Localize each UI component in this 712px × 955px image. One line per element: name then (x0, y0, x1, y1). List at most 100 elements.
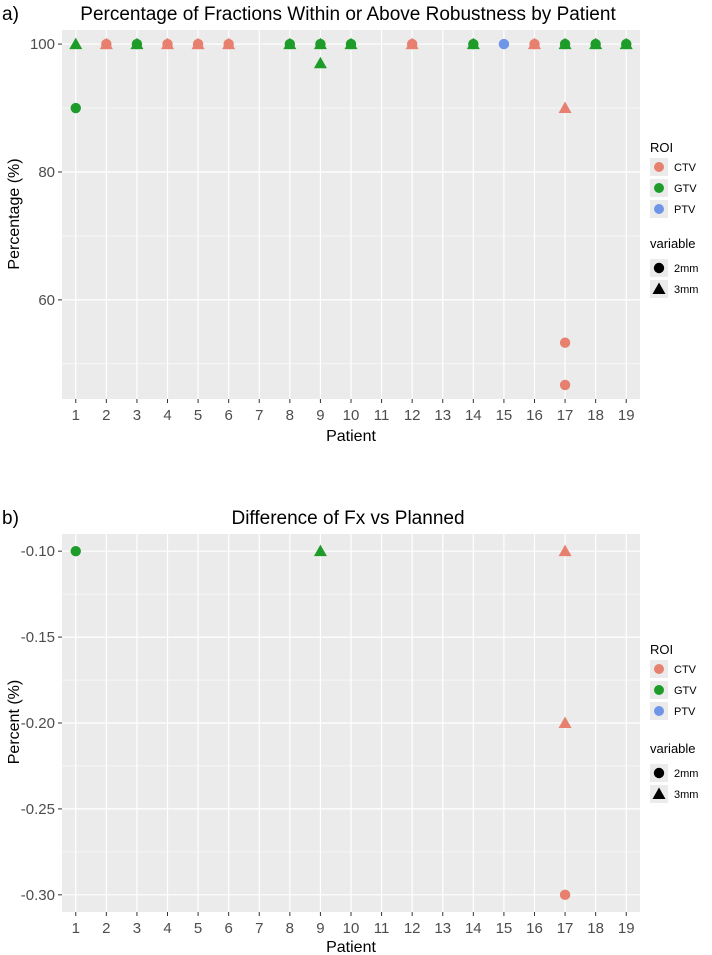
x-tick-label: 12 (404, 407, 421, 424)
legend-roi-label: CTV (674, 162, 697, 174)
data-point-ctv-3mm (558, 101, 572, 114)
chart-panel-a: a) Percentage of Fractions Within or Abo… (2, 4, 698, 445)
data-point-ctv-3mm (558, 544, 572, 557)
x-tick-label: 17 (557, 920, 574, 937)
data-point-gtv-3mm (69, 37, 83, 50)
x-tick-label: 19 (618, 407, 635, 424)
x-tick-label: 11 (374, 920, 390, 937)
x-tick-label: 14 (465, 407, 482, 424)
x-tick-label: 11 (374, 407, 390, 424)
x-tick-label: 1 (72, 407, 80, 424)
x-tick-label: 8 (286, 920, 294, 937)
legend-roi-label: CTV (674, 664, 697, 676)
x-axis-title-b: Patient (326, 939, 376, 955)
data-point-ptv-2mm (498, 38, 510, 50)
x-axis-title-a: Patient (326, 428, 376, 445)
x-tick-label: 17 (557, 407, 574, 424)
data-point-ctv-2mm (559, 889, 571, 901)
data-point-gtv-2mm (70, 545, 81, 557)
chart-title-a: Percentage of Fractions Within or Above … (80, 4, 616, 25)
x-tick-label: 9 (316, 920, 324, 937)
legend-roi-label: PTV (674, 706, 696, 718)
x-tick-label: 3 (133, 407, 141, 424)
legend-roi-label: GTV (674, 183, 697, 195)
y-tick-labels-b: -0.30 -0.25 -0.20 -0.15 -0.10 (21, 543, 62, 904)
x-tick-label: 2 (102, 407, 110, 424)
legend-a: ROI variable CTV GTV PTV 2mm 3mm (650, 140, 698, 298)
data-point-gtv-3mm (313, 56, 327, 69)
legend-roi-swatch (654, 664, 664, 674)
data-point-gtv-3mm (558, 37, 572, 50)
x-tick-label: 4 (163, 407, 171, 424)
x-tick-label: 15 (496, 920, 513, 937)
x-tick-label: 16 (526, 407, 543, 424)
y-tick-label: 60 (38, 292, 55, 309)
panel-label-a: a) (2, 4, 19, 25)
x-tick-label: 19 (618, 920, 635, 937)
data-point-gtv-3mm (466, 37, 480, 50)
x-tick-label: 1 (72, 920, 80, 937)
data-point-ctv-3mm (161, 37, 175, 50)
legend-roi-swatch (654, 204, 664, 214)
data-point-gtv-3mm (130, 37, 144, 50)
data-point-ctv-2mm (559, 379, 571, 391)
data-point-gtv-3mm (313, 37, 327, 50)
legend-variable-label: 2mm (674, 263, 698, 275)
legend-roi-label: PTV (674, 204, 696, 216)
legend-roi-title-a: ROI (650, 140, 673, 155)
legend-variable-title-a: variable (650, 236, 696, 251)
x-tick-label: 8 (286, 407, 294, 424)
data-point-ctv-3mm (527, 37, 541, 50)
x-tick-label: 14 (465, 920, 482, 937)
legend-roi-label: GTV (674, 685, 697, 697)
legend-variable-swatch (653, 767, 665, 779)
legend-roi-swatch (654, 706, 664, 716)
data-point-gtv-2mm (70, 102, 81, 114)
data-point-ctv-2mm (559, 337, 571, 348)
x-tick-label: 10 (343, 407, 360, 424)
x-tick-label: 6 (225, 407, 233, 424)
y-tick-label: 80 (38, 164, 55, 181)
y-tick-label: 100 (30, 36, 55, 53)
data-points-b (70, 544, 572, 901)
y-tick-labels-a: 60 80 100 (30, 36, 62, 309)
y-tick-label: -0.25 (21, 801, 55, 818)
legend-variable-swatch (652, 787, 666, 799)
x-tick-label: 16 (526, 920, 543, 937)
legend-variable-swatch (653, 262, 665, 274)
y-axis-title-b: Percent (%) (6, 680, 23, 764)
data-point-ctv-3mm (99, 37, 113, 50)
y-tick-label: -0.20 (21, 715, 55, 732)
y-tick-label: -0.15 (21, 629, 55, 646)
x-tick-label: 4 (163, 920, 171, 937)
legend-roi-swatch (654, 183, 664, 193)
x-tick-label: 9 (316, 407, 324, 424)
x-tick-label: 13 (434, 407, 451, 424)
y-tick-label: -0.30 (21, 887, 55, 904)
x-tick-label: 18 (587, 920, 604, 937)
legend-b: ROI variable CTV GTV PTV 2mm 3mm (650, 642, 698, 803)
legend-variable-label: 2mm (674, 768, 698, 780)
y-tick-label: -0.10 (21, 543, 55, 560)
x-tick-labels-b: 1 2 3 4 5 6 7 8 9 10 11 12 13 14 15 16 17 18 19 (72, 912, 635, 937)
x-tick-label: 12 (404, 920, 421, 937)
data-point-ctv-3mm (222, 37, 236, 50)
x-tick-label: 7 (255, 920, 263, 937)
data-point-gtv-3mm (619, 37, 633, 50)
data-point-gtv-3mm (313, 544, 327, 557)
legend-variable-swatch (652, 282, 666, 294)
legend-roi-swatch (654, 685, 664, 695)
data-point-gtv-3mm (589, 37, 603, 50)
legend-variable-title-b: variable (650, 741, 696, 756)
legend-variable-label: 3mm (674, 284, 698, 296)
grid-lines-b (62, 534, 640, 912)
x-tick-label: 5 (194, 407, 202, 424)
legend-variable-label: 3mm (674, 789, 698, 801)
panel-label-b: b) (2, 508, 19, 529)
x-tick-label: 2 (102, 920, 110, 937)
grid-lines-a (62, 30, 640, 399)
x-tick-labels-a: 1 2 3 4 5 6 7 8 9 10 11 12 13 14 15 16 17 18 19 (72, 399, 635, 424)
data-point-ctv-3mm (558, 716, 572, 728)
